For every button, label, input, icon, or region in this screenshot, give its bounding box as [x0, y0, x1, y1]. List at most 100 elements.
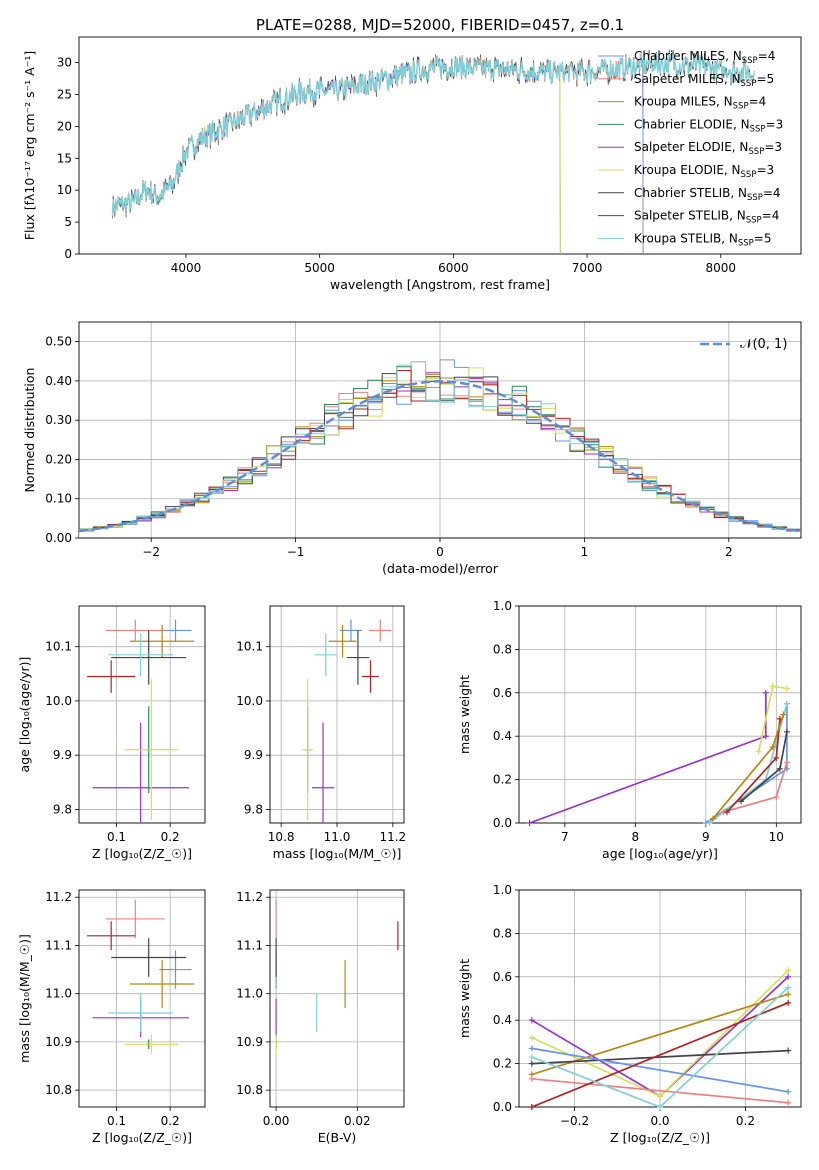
- spectrum-line: [111, 53, 755, 217]
- y-tick-label: 0.20: [45, 452, 72, 466]
- histogram-step: [79, 361, 801, 538]
- axes-frame: [78, 889, 206, 1108]
- y-tick-label: 0.4: [493, 729, 512, 743]
- y-tick-label: 0.50: [45, 335, 72, 349]
- y-axis-label: mass weight: [457, 959, 472, 1038]
- x-tick-label: −2: [142, 545, 160, 559]
- legend-value: =4: [763, 186, 781, 200]
- figure-title: PLATE=0288, MJD=52000, FIBERID=0457, z=0…: [256, 16, 624, 34]
- y-axis-label: mass [log₁₀(M/M_☉)]: [17, 934, 32, 1063]
- x-tick-label: 0.2: [161, 830, 180, 844]
- normal-curve: [78, 380, 802, 533]
- x-axis-label: Z [log₁₀(Z/Z_☉)]: [92, 846, 192, 861]
- legend-label: Chabrier MILES, NSSP=4: [634, 49, 775, 66]
- legend-sub: SSP: [741, 170, 757, 180]
- axes-frame: [78, 36, 802, 255]
- x-tick-label: −1: [287, 545, 305, 559]
- y-axis-label: Normed distribution: [22, 368, 37, 493]
- y-tick-label: 15: [57, 151, 72, 165]
- legend-value: =3: [756, 163, 774, 177]
- y-tick-label: 10: [57, 183, 72, 197]
- y-tick-label: 0.2: [493, 773, 512, 787]
- weight-line: [531, 1047, 789, 1093]
- legend-label: Salpeter MILES, NSSP=5: [634, 72, 774, 89]
- legend-sub: SSP: [742, 56, 758, 66]
- axes-frame: [78, 605, 206, 824]
- axes-frame: [269, 889, 405, 1108]
- y-tick-label: 10.0: [45, 694, 72, 708]
- x-tick-label: 8000: [706, 261, 737, 275]
- legend-label: Chabrier ELODIE, NSSP=3: [634, 117, 783, 134]
- legend-value: =4: [749, 95, 767, 109]
- y-tick-label: 10.8: [236, 1083, 263, 1097]
- y-tick-label: 10.1: [45, 640, 72, 654]
- x-axis-label: E(B-V): [318, 1130, 357, 1145]
- x-tick-label: 6000: [438, 261, 469, 275]
- spectrum-line: [112, 53, 644, 254]
- legend-sub: SSP: [738, 238, 754, 248]
- y-tick-label: 0: [64, 247, 72, 261]
- x-tick-label: 10: [769, 830, 784, 844]
- y-tick-label: 9.9: [53, 748, 72, 762]
- x-axis-label: age [log₁₀(age/yr)]: [602, 846, 718, 861]
- x-tick-label: 7: [561, 830, 569, 844]
- weight-line: [531, 1077, 789, 1104]
- y-tick-label: 9.9: [244, 748, 263, 762]
- x-tick-label: 9: [702, 830, 710, 844]
- spectrum-line: [112, 53, 644, 254]
- x-tick-label: 0.00: [263, 1114, 290, 1128]
- y-tick-label: 0.2: [493, 1057, 512, 1071]
- spectrum-line: [112, 55, 644, 254]
- x-tick-label: −0.2: [560, 1114, 589, 1128]
- y-tick-label: 11.1: [45, 938, 72, 952]
- spectrum-line: [112, 55, 644, 254]
- axes-frame: [518, 605, 802, 824]
- legend-sub: SSP: [733, 102, 749, 112]
- legend-label: 𝒩(0, 1): [740, 337, 787, 352]
- legend-label: Kroupa STELIB, NSSP=5: [634, 231, 772, 248]
- axes-frame: [78, 321, 802, 539]
- y-tick-label: 0.40: [45, 374, 72, 388]
- y-tick-label: 11.0: [236, 987, 263, 1001]
- axes-frame: [269, 605, 405, 824]
- x-tick-label: 0.2: [161, 1114, 180, 1128]
- y-tick-label: 10.9: [236, 1035, 263, 1049]
- x-tick-label: 8: [632, 830, 640, 844]
- age-weight-panel: 7 8 9 10 0.0 0.2 0.4 0.6 0.8 1.0 age [log₁₀(age/yr…: [457, 599, 802, 861]
- legend-sub: SSP: [746, 216, 762, 226]
- legend-label: Chabrier STELIB, NSSP=4: [634, 186, 781, 203]
- legend-sub: SSP: [747, 193, 763, 203]
- x-tick-label: 7000: [572, 261, 603, 275]
- mass-age-panel: 10.8 11.0 11.2 9.8 9.9 10.0 10.1 mass [log₁₀(M/…: [236, 605, 406, 861]
- y-tick-label: 1.0: [493, 883, 512, 897]
- y-tick-label: 20: [57, 119, 72, 133]
- legend-sub: SSP: [741, 79, 757, 89]
- x-tick-label: 0.0: [650, 1114, 669, 1128]
- y-tick-label: 11.2: [236, 890, 263, 904]
- z-age-panel: 0.1 0.2 9.8 9.9 10.0 10.1 Z [log₁₀(Z/Z_☉)] age …: [17, 605, 206, 861]
- x-tick-label: 10.8: [268, 830, 295, 844]
- y-tick-label: 11.2: [45, 890, 72, 904]
- weight-line: [531, 1049, 789, 1065]
- y-tick-label: 0.0: [493, 816, 512, 830]
- y-axis-label: age [log₁₀(age/yr)]: [17, 657, 32, 773]
- x-tick-label: 0.1: [107, 830, 126, 844]
- weight-line: [712, 714, 785, 820]
- x-axis-label: Z [log₁₀(Z/Z_☉)]: [610, 1130, 710, 1145]
- y-tick-label: 0.8: [493, 926, 512, 940]
- x-tick-label: 0.2: [736, 1114, 755, 1128]
- x-axis-label: mass [log₁₀(M/M_☉)]: [273, 846, 402, 861]
- x-tick-label: 5000: [304, 261, 335, 275]
- legend-label: Kroupa MILES, NSSP=4: [634, 95, 766, 112]
- y-axis-label: Flux [fλ10⁻¹⁷ erg cm⁻² s⁻¹ A⁻¹]: [22, 51, 37, 240]
- y-tick-label: 0.6: [493, 686, 512, 700]
- x-tick-label: 0: [436, 545, 444, 559]
- y-tick-label: 5: [64, 215, 72, 229]
- legend-value: =3: [766, 117, 784, 131]
- weight-line: [531, 1002, 789, 1107]
- y-tick-label: 11.1: [236, 938, 263, 952]
- y-tick-label: 0.0: [493, 1100, 512, 1114]
- y-tick-label: 30: [57, 56, 72, 70]
- x-axis-label: (data-model)/error: [382, 561, 499, 576]
